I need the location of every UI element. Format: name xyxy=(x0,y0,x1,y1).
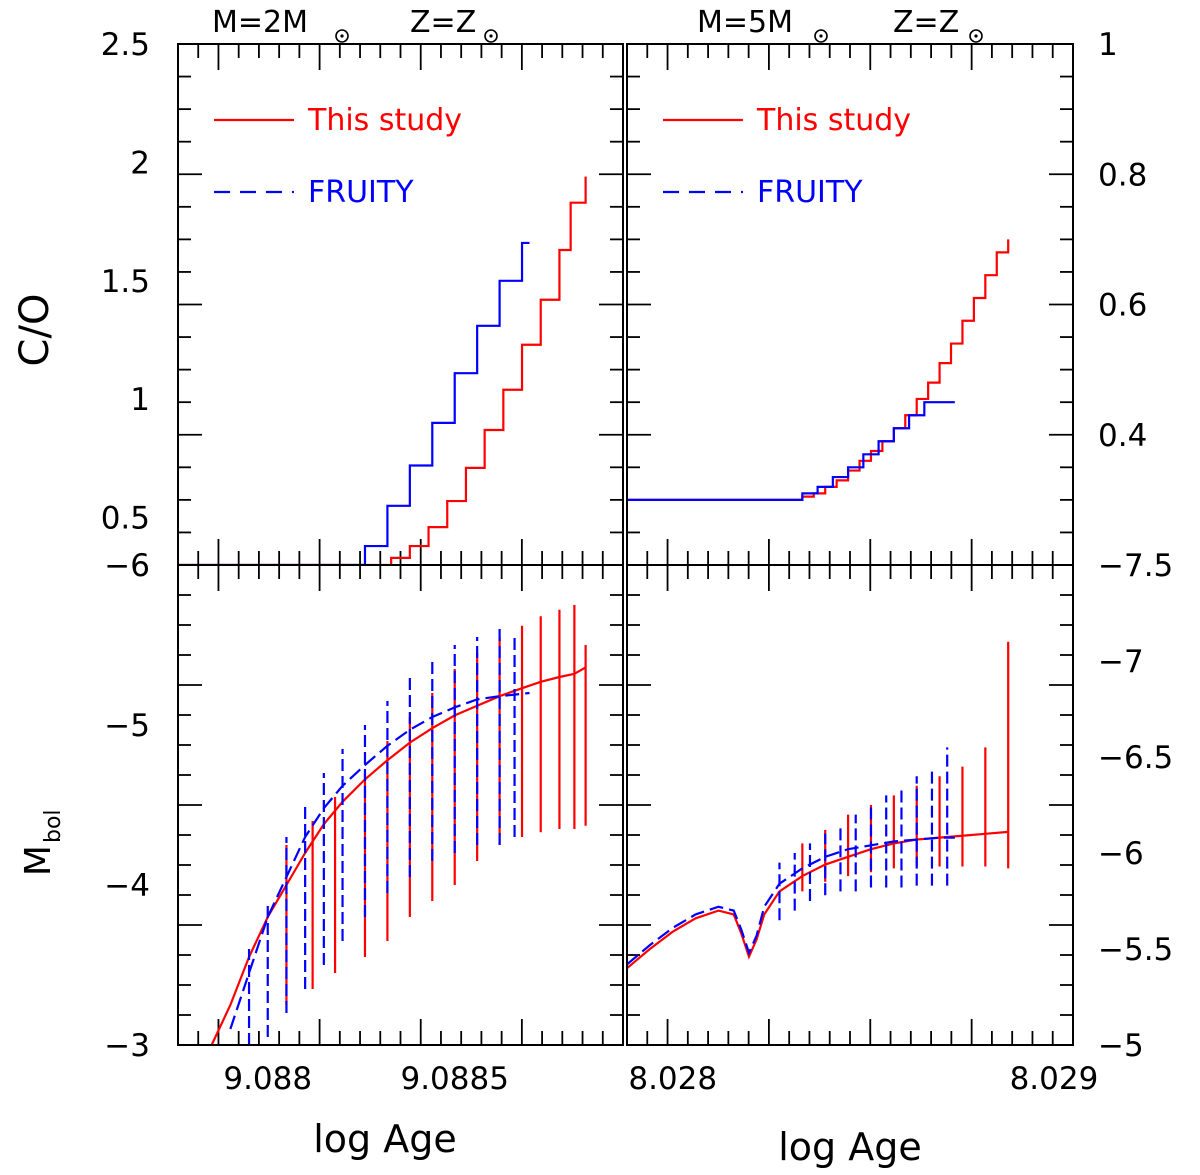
plot-frame xyxy=(177,564,624,1046)
panel-top-right-co: 0.4 0.6 0.8 1 This study FRUITY xyxy=(626,27,1147,566)
right-header-metallicity: Z=Z xyxy=(893,5,959,40)
y-tick-label: −3 xyxy=(104,1028,150,1064)
legend-label: FRUITY xyxy=(757,175,863,210)
series-group xyxy=(178,176,587,565)
x-tick-label: 8.029 xyxy=(1010,1061,1099,1097)
y-tick-label: 2 xyxy=(130,145,150,181)
sun-symbol-icon xyxy=(814,29,828,43)
y-axis-label-mbol-sub: bol xyxy=(41,809,66,843)
y-axis-label-mbol: M bol xyxy=(18,809,66,876)
y-tick-label: 0.4 xyxy=(1098,418,1147,454)
series-line-this-study xyxy=(627,830,1009,970)
sun-symbol-icon xyxy=(484,29,498,43)
series-group xyxy=(627,239,1010,501)
series-line-this-study xyxy=(627,239,1010,501)
x-axis-label-right: log Age xyxy=(778,1125,922,1169)
y-tick-label: −6.5 xyxy=(1098,740,1173,776)
series-line-fruity xyxy=(627,401,955,501)
y-tick-label: 0.6 xyxy=(1098,288,1147,324)
x-tick-label: 9.0885 xyxy=(400,1061,508,1097)
sun-symbol-dot xyxy=(340,34,344,38)
x-tick-label: 9.088 xyxy=(223,1061,312,1097)
series-line-fruity xyxy=(229,691,530,1030)
sun-symbol-icon xyxy=(969,29,983,43)
y-axis-label-co: C/O xyxy=(12,294,58,367)
sun-symbol-dot xyxy=(819,34,823,38)
y-tick-label: 1.5 xyxy=(101,264,150,300)
y-axis-label-mbol-main: M xyxy=(18,845,59,876)
sun-symbol-icon xyxy=(335,29,349,43)
series-line-this-study xyxy=(178,176,587,565)
y-tick-label: −5.5 xyxy=(1098,932,1173,968)
y-tick-label: −6 xyxy=(104,548,150,584)
right-header-mass: M=5M xyxy=(697,5,793,40)
y-tick-label: 0.8 xyxy=(1098,157,1147,193)
plot-frame xyxy=(626,564,1074,1046)
series-line-this-study xyxy=(210,666,587,1045)
sun-symbol-dot xyxy=(974,34,978,38)
legend-label: This study xyxy=(307,103,462,138)
panel-top-left-co: 0.5 1 1.5 2 2.5 This study FRUITY xyxy=(101,27,624,566)
y-tick-label: 1 xyxy=(130,382,150,418)
y-tick-label: 0.5 xyxy=(101,501,150,537)
left-header-metallicity: Z=Z xyxy=(410,5,476,40)
y-tick-label: −4 xyxy=(104,868,150,904)
y-tick-label: −5 xyxy=(104,708,150,744)
y-tick-label: 1 xyxy=(1098,27,1118,63)
x-axis-label-left: log Age xyxy=(313,1117,457,1161)
y-tick-label: −7.5 xyxy=(1098,548,1173,584)
series-line-fruity xyxy=(627,836,955,966)
series-line-fruity xyxy=(178,241,530,565)
x-tick-label: 8.028 xyxy=(628,1061,717,1097)
y-tick-label: 2.5 xyxy=(101,27,150,63)
panel-bottom-right-mbol: −5 −5.5 −6 −6.5 −7 −7.5 8.028 8.029 xyxy=(626,548,1173,1097)
panel-bottom-left-mbol: −3 −4 −5 −6 9.088 9.0885 xyxy=(104,548,624,1097)
legend-label: FRUITY xyxy=(308,175,414,210)
sun-symbol-dot xyxy=(489,34,493,38)
y-tick-label: −5 xyxy=(1098,1028,1144,1064)
y-tick-label: −6 xyxy=(1098,836,1144,872)
series-group xyxy=(210,605,587,1045)
y-tick-label: −7 xyxy=(1098,644,1144,680)
series-group xyxy=(627,641,1010,970)
legend-label: This study xyxy=(756,103,911,138)
left-header-mass: M=2M xyxy=(212,5,308,40)
